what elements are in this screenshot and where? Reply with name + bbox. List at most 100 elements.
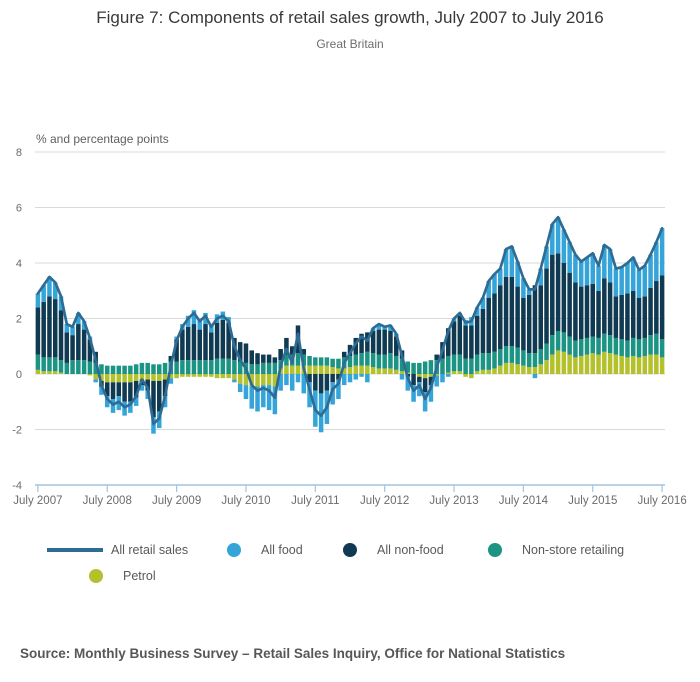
bar-segment-all-non-food [596,290,601,338]
bar-segment-all-food [93,379,98,383]
bar-segment-all-non-food [469,325,474,359]
bar-segment-all-non-food [521,297,526,351]
bar-segment-all-non-food [526,294,532,354]
legend-label-all-food: All food [261,543,303,557]
bar-segment-petrol [359,365,364,374]
bar-segment-petrol [607,353,613,374]
bar-segment-non-store-retailing [58,360,64,373]
bar-segment-non-store-retailing [498,349,503,366]
bar-segment-petrol [185,374,191,377]
bar-segment-all-non-food [336,374,341,380]
bar-segment-non-store-retailing [578,339,584,356]
bar-segment-non-store-retailing [555,330,561,351]
bar-segment-petrol [370,367,376,374]
bar-segment-petrol [162,374,168,380]
legend-dot-petrol-icon [89,569,103,583]
bar-segment-petrol [417,374,422,377]
bar-segment-non-store-retailing [388,353,393,369]
bar-segment-non-store-retailing [209,360,214,375]
legend-label-all-retail-sales: All retail sales [111,543,189,557]
bar-segment-all-food [567,242,572,273]
bar-segment-all-non-food [590,283,596,337]
bar-segment-all-food [619,267,624,295]
bar-segment-petrol [480,369,486,374]
bar-segment-all-non-food [492,293,497,352]
bar-segment-all-non-food [428,376,434,386]
bar-segment-petrol [561,351,567,374]
bar-segment-all-food [122,401,127,416]
bar-segment-all-non-food [515,286,520,348]
bar-segment-all-non-food [463,325,468,359]
bar-segment-all-non-food [382,329,387,355]
bar-segment-all-non-food [330,374,335,383]
bar-segment-non-store-retailing [474,354,480,372]
bar-segment-all-food [417,382,422,397]
bar-segment-all-non-food [509,276,515,347]
bar-segment-non-store-retailing [544,343,549,361]
bar-segment-non-store-retailing [590,336,596,354]
bar-segment-non-store-retailing [515,347,520,365]
bar-segment-non-store-retailing [272,362,278,374]
bar-segment-non-store-retailing [492,351,497,369]
bar-segment-all-non-food [474,315,480,355]
bar-segment-all-non-food [272,357,278,363]
bar-segment-petrol [584,354,590,374]
bar-segment-petrol [174,374,179,379]
bar-segment-non-store-retailing [232,360,237,375]
bar-segment-petrol [41,371,46,375]
bar-segment-non-store-retailing [220,358,226,374]
bar-segment-all-non-food [214,322,220,359]
bar-segment-all-non-food [104,382,110,397]
bar-segment-non-store-retailing [226,358,231,374]
bar-segment-non-store-retailing [249,364,254,374]
bar-segment-petrol [446,372,451,374]
bar-segment-all-non-food [636,297,642,340]
bar-segment-all-non-food [567,272,572,337]
bar-segment-petrol [122,374,127,383]
bar-segment-all-non-food [180,329,185,361]
bar-segment-all-food [654,242,659,282]
bar-segment-all-food [353,374,359,380]
bar-segment-all-non-food [237,342,243,362]
bar-segment-all-non-food [388,330,393,354]
bar-segment-all-food [526,289,532,295]
x-tick-label: July 2016 [637,495,686,507]
bar-segment-all-non-food [70,335,75,361]
bar-segment-petrol [422,374,428,379]
bar-segment-all-non-food [480,308,486,354]
bar-segment-all-food [359,374,364,377]
bar-segment-non-store-retailing [47,357,52,372]
bar-segment-non-store-retailing [330,358,335,368]
bar-segment-non-store-retailing [648,335,653,355]
bar-segment-all-food [266,385,272,411]
bar-segment-non-store-retailing [336,358,341,369]
bar-segment-non-store-retailing [561,332,567,352]
bar-segment-non-store-retailing [52,357,58,372]
bar-segment-petrol [578,355,584,374]
bar-segment-non-store-retailing [630,337,636,356]
bar-segment-all-food [578,261,584,287]
legend-item-all-non-food: All non-food [343,542,444,558]
bar-segment-all-food [133,397,139,406]
bar-segment-non-store-retailing [284,354,289,366]
bar-segment-petrol [474,371,480,375]
bar-segment-all-food [139,385,145,391]
bar-segment-all-non-food [393,336,399,356]
bar-segment-all-food [446,374,451,377]
bar-segment-non-store-retailing [133,364,139,374]
bar-segment-non-store-retailing [503,346,509,363]
bar-segment-all-food [347,374,353,383]
bar-segment-all-food [289,374,295,391]
bar-segment-petrol [220,374,226,379]
bar-segment-all-non-food [422,378,428,393]
bar-segment-non-store-retailing [324,357,330,366]
bar-segment-all-non-food [81,329,87,361]
bar-segment-petrol [434,374,439,376]
bar-segment-all-non-food [128,382,133,402]
bar-segment-non-store-retailing [185,360,191,375]
legend-item-all-retail-sales: All retail sales [47,542,188,558]
bar-segment-non-store-retailing [642,337,648,356]
bar-segment-non-store-retailing [550,335,555,355]
bar-segment-petrol [382,368,387,374]
